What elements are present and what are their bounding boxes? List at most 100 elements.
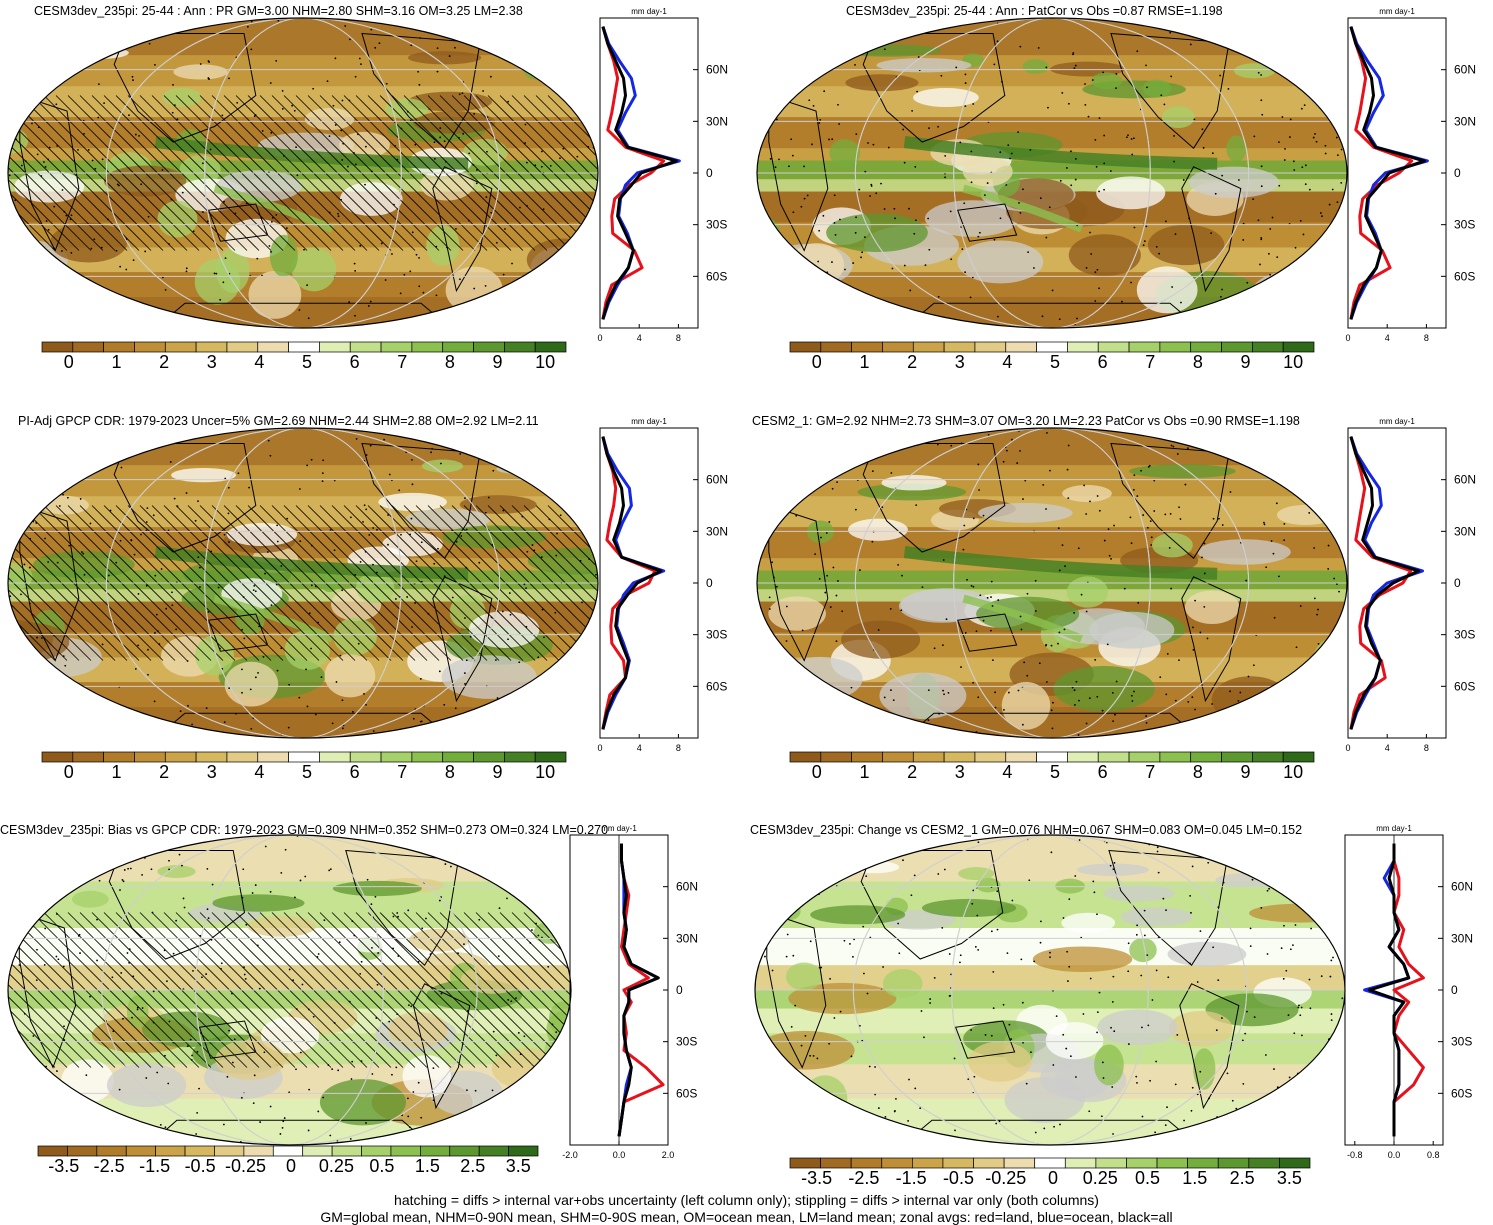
stipple-dot [1298,60,1301,63]
stipple-dot [9,200,12,203]
stipple-dot [1057,527,1060,530]
stipple-dot [548,318,551,321]
stipple-dot [540,150,543,153]
stipple-dot [492,1030,495,1033]
stipple-dot [486,150,488,153]
colorbar-swatch [164,751,197,763]
stipple-dot [432,1099,435,1102]
colorbar-swatch [820,1157,852,1169]
stipple-dot [283,1117,286,1119]
colorbar-swatch [1036,341,1068,353]
stipple-dot [1045,66,1048,69]
stipple-dot [915,219,917,222]
stipple-dot [365,454,368,456]
stipple-dot [1304,183,1307,186]
map-blob [1053,665,1155,712]
stipple-dot [136,1006,139,1009]
stipple-dot [1199,930,1202,933]
map-blob [1233,63,1276,79]
stipple-dot [175,628,178,631]
stipple-dot [1020,958,1023,961]
stipple-dot [992,970,995,973]
stipple-dot [972,681,975,684]
stipple-dot [1283,924,1285,927]
graticule-lon [195,835,384,1145]
map-panel-2 [7,427,599,739]
map-blob [1066,576,1109,608]
stipple-dot [142,19,145,21]
stipple-dot [477,863,480,866]
stipple-dot [771,441,774,443]
stipple-dot [128,948,131,951]
stipple-dot [219,647,221,650]
stipple-dot [418,285,421,288]
colorbar-swatch [973,1157,1005,1169]
stipple-dot [171,111,174,114]
zonal-land-line [1349,436,1413,730]
stipple-dot [950,258,953,261]
stipple-dot [818,229,821,232]
stipple-dot [339,654,342,657]
stipple-dot [326,80,329,83]
stipple-dot [579,266,582,269]
stipple-dot [1221,174,1224,177]
stipple-dot [1143,934,1146,937]
map-blob [248,271,302,319]
stipple-dot [1146,954,1149,956]
stipple-dot [1159,676,1162,679]
stipple-dot [234,212,237,215]
stipple-dot [1288,136,1291,138]
stipple-dot [141,1007,144,1009]
panel-title: CESM3dev_235pi: 25-44 : Ann : PatCor vs … [846,4,1223,18]
stipple-dot [233,1038,236,1041]
stipple-dot [539,711,542,714]
stipple-dot [14,308,17,311]
stipple-dot [295,1008,298,1011]
stipple-dot [1053,1125,1055,1128]
stipple-dot [1321,215,1323,218]
stipple-dot [206,908,209,911]
stipple-dot [1098,509,1101,512]
stipple-dot [243,966,245,969]
stipple-dot [18,54,21,57]
zonal-ytick-label: 30S [1454,218,1475,232]
stipple-dot [1242,222,1245,225]
stipple-dot [1294,246,1297,249]
stipple-dot [1283,68,1286,71]
colorbar-swatch [504,751,536,763]
stipple-dot [151,911,154,914]
stipple-dot [1288,1076,1291,1079]
stipple-dot [199,934,202,937]
map-blob [1276,504,1335,526]
stipple-dot [310,584,313,587]
stipple-dot [163,949,166,952]
stipple-dot [1299,1014,1302,1017]
stipple-dot [563,886,565,889]
colorbar-swatch [125,1145,156,1157]
stipple-dot [280,565,283,567]
stipple-dot [249,688,252,691]
graticule-lon [854,18,1250,328]
stipple-dot [832,566,835,569]
stipple-dot [473,287,476,290]
stipple-dot [1068,965,1071,968]
stipple-dot [281,107,284,110]
map-blob [14,170,85,203]
stipple-dot [582,474,585,477]
zonal-ytick-label: 60N [1454,473,1476,487]
stipple-dot [1199,324,1202,326]
map-blob [913,88,979,108]
stipple-dot [1229,690,1231,693]
stipple-dot [508,592,511,594]
stipple-dot [357,133,359,136]
stipple-dot [1269,228,1272,230]
stipple-dot [241,896,244,899]
stipple-dot [1194,599,1197,602]
stipple-dot [1281,116,1284,118]
colorbar-swatch [943,341,976,353]
stipple-dot [795,1100,797,1103]
continent-outline [1179,983,1240,1110]
stipple-dot [344,25,347,27]
stipple-dot [148,42,151,45]
stipple-dot [167,835,170,837]
